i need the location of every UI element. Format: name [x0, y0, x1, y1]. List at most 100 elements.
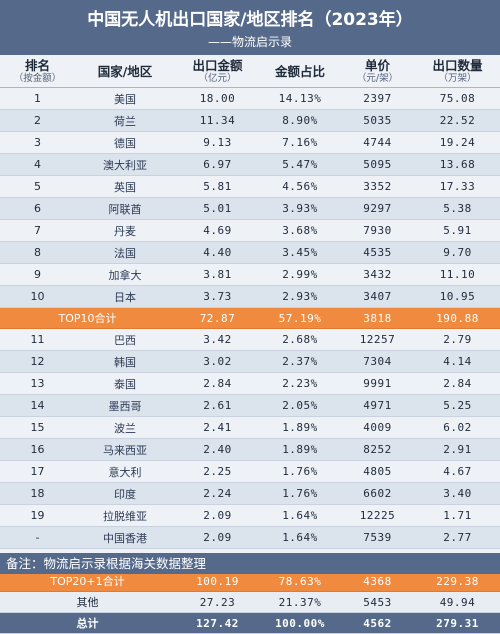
cell-unit-price: 5035	[340, 109, 415, 132]
cell-rank: 3	[0, 131, 75, 154]
column-header-unit: （按金额）	[13, 73, 62, 84]
cell-country: 阿联酋	[75, 197, 175, 220]
cell-rank: 2	[0, 109, 75, 132]
cell-amount: 2.40	[175, 438, 260, 461]
cell-quantity: 1.71	[415, 504, 500, 527]
cell-quantity: 10.95	[415, 285, 500, 308]
cell-country: 印度	[75, 482, 175, 505]
cell-unit-price: 5095	[340, 153, 415, 176]
table-row: 14 墨西哥 2.61 2.05% 4971 5.25	[0, 394, 500, 417]
cell-quantity: 5.91	[415, 219, 500, 242]
cell-unit-price: 9297	[340, 197, 415, 220]
cell-share: 1.64%	[260, 526, 340, 549]
table-row: 11 巴西 3.42 2.68% 12257 2.79	[0, 328, 500, 351]
cell-quantity: 190.88	[415, 307, 500, 329]
cell-amount: 2.24	[175, 482, 260, 505]
cell-country: 波兰	[75, 416, 175, 439]
cell-share: 1.76%	[260, 482, 340, 505]
table-row: 16 马来西亚 2.40 1.89% 8252 2.91	[0, 438, 500, 461]
table-row: 1 美国 18.00 14.13% 2397 75.08	[0, 87, 500, 110]
cell-quantity: 4.14	[415, 350, 500, 373]
cell-rank: 18	[0, 482, 75, 505]
export-ranking-table: 排名 （按金额） 国家/地区 出口金额 （亿元） 金额占比 单价 （元/架） 出口数量 （万架） …	[0, 55, 500, 634]
column-header-label: 出口金额	[192, 58, 243, 73]
cell-unit-price: 7539	[340, 526, 415, 549]
cell-rank: 19	[0, 504, 75, 527]
cell-amount: 3.81	[175, 263, 260, 286]
cell-amount: 9.13	[175, 131, 260, 154]
cell-unit-price: 4009	[340, 416, 415, 439]
cell-quantity: 279.31	[415, 612, 500, 634]
cell-share: 2.23%	[260, 372, 340, 395]
column-header-quantity: 出口数量 （万架）	[415, 55, 500, 88]
cell-share: 2.37%	[260, 350, 340, 373]
cell-unit-price: 4971	[340, 394, 415, 417]
column-header-unit-price: 单价 （元/架）	[340, 55, 415, 88]
column-header-label: 单价	[364, 58, 390, 73]
cell-unit-price: 8252	[340, 438, 415, 461]
cell-amount: 27.23	[175, 591, 260, 613]
table-row: 2 荷兰 11.34 8.90% 5035 22.52	[0, 109, 500, 132]
cell-country: 荷兰	[75, 109, 175, 132]
cell-country: 墨西哥	[75, 394, 175, 417]
column-header-unit: （元/架）	[356, 73, 399, 84]
cell-share: 1.76%	[260, 460, 340, 483]
cell-share: 14.13%	[260, 87, 340, 110]
cell-share: 5.47%	[260, 153, 340, 176]
cell-country: 美国	[75, 87, 175, 110]
cell-share: 3.68%	[260, 219, 340, 242]
other-row: 其他 27.23 21.37% 5453 49.94	[0, 591, 500, 613]
cell-unit-price: 12257	[340, 328, 415, 351]
cell-rank: 6	[0, 197, 75, 220]
cell-country: 中国香港	[75, 526, 175, 549]
cell-unit-price: 3407	[340, 285, 415, 308]
cell-share: 4.56%	[260, 175, 340, 198]
cell-rank: 17	[0, 460, 75, 483]
cell-amount: 4.40	[175, 241, 260, 264]
cell-quantity: 4.67	[415, 460, 500, 483]
cell-amount: 18.00	[175, 87, 260, 110]
table-row: 4 澳大利亚 6.97 5.47% 5095 13.68	[0, 153, 500, 176]
cell-amount: 4.69	[175, 219, 260, 242]
cell-amount: 2.61	[175, 394, 260, 417]
cell-quantity: 2.91	[415, 438, 500, 461]
cell-amount: 2.09	[175, 526, 260, 549]
cell-country: 加拿大	[75, 263, 175, 286]
cell-quantity: 19.24	[415, 131, 500, 154]
cell-unit-price: 4805	[340, 460, 415, 483]
cell-amount: 6.97	[175, 153, 260, 176]
cell-rank: 14	[0, 394, 75, 417]
column-header-country: 国家/地区	[75, 55, 175, 88]
cell-unit-price: 4562	[340, 612, 415, 634]
cell-amount: 3.02	[175, 350, 260, 373]
table-row: 18 印度 2.24 1.76% 6602 3.40	[0, 482, 500, 505]
cell-share: 1.64%	[260, 504, 340, 527]
cell-share: 57.19%	[260, 307, 340, 329]
cell-unit-price: 9991	[340, 372, 415, 395]
summary-label: 其他	[0, 591, 175, 613]
cell-amount: 2.09	[175, 504, 260, 527]
table-row: 5 英国 5.81 4.56% 3352 17.33	[0, 175, 500, 198]
cell-quantity: 3.40	[415, 482, 500, 505]
cell-quantity: 2.84	[415, 372, 500, 395]
cell-share: 2.99%	[260, 263, 340, 286]
cell-share: 7.16%	[260, 131, 340, 154]
cell-rank: 12	[0, 350, 75, 373]
table-row: 6 阿联酋 5.01 3.93% 9297 5.38	[0, 197, 500, 220]
summary-label: TOP10合计	[0, 307, 175, 329]
cell-share: 2.93%	[260, 285, 340, 308]
column-header-amount: 出口金额 （亿元）	[175, 55, 260, 88]
table-header-row: 排名 （按金额） 国家/地区 出口金额 （亿元） 金额占比 单价 （元/架） 出口数量 （万架）	[0, 55, 500, 88]
column-header-label: 国家/地区	[97, 63, 153, 79]
cell-quantity: 5.38	[415, 197, 500, 220]
cell-share: 3.45%	[260, 241, 340, 264]
cell-quantity: 9.70	[415, 241, 500, 264]
summary-label: 总计	[0, 612, 175, 634]
table-row: 8 法国 4.40 3.45% 4535 9.70	[0, 241, 500, 264]
table-body: 1 美国 18.00 14.13% 2397 75.08 2 荷兰 11.34 8.90% 5035…	[0, 87, 500, 634]
column-header-rank: 排名 （按金额）	[0, 55, 75, 88]
table-row: 7 丹麦 4.69 3.68% 7930 5.91	[0, 219, 500, 242]
cell-rank: 16	[0, 438, 75, 461]
column-header-unit: （万架）	[438, 73, 477, 84]
cell-share: 21.37%	[260, 591, 340, 613]
